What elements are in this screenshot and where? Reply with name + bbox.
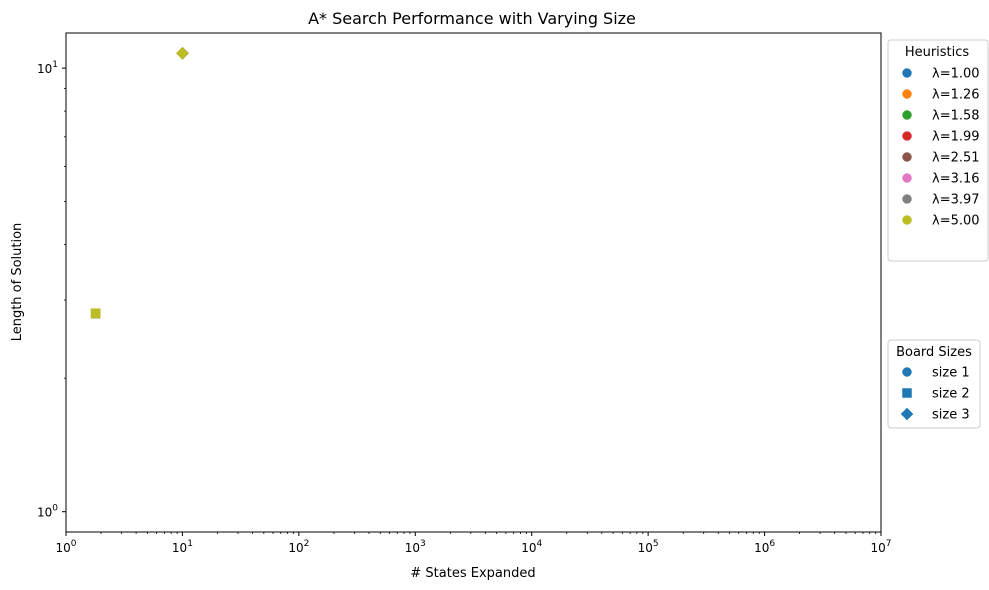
- y-axis: 100 101: [37, 60, 66, 520]
- legend-label: λ=5.00: [932, 214, 980, 229]
- legend-label: λ=1.99: [932, 130, 980, 145]
- legend-sizes: Board Sizes size 1 size 2 size 3: [887, 339, 981, 429]
- y-axis-label: Length of Solution: [10, 223, 25, 342]
- legend-label: λ=1.58: [932, 109, 980, 124]
- legend-label: size 2: [932, 387, 970, 402]
- chart-title: A* Search Performance with Varying Size: [308, 9, 636, 28]
- tick-label: 107: [870, 539, 891, 555]
- legend-label: λ=1.00: [932, 67, 980, 82]
- legend-label: λ=3.97: [932, 193, 980, 208]
- legend-marker: [902, 194, 912, 204]
- legend-heuristics-frame: [887, 39, 989, 262]
- legend-marker: [902, 68, 912, 78]
- tick-label: 102: [288, 539, 309, 555]
- tick-label: 104: [521, 539, 542, 555]
- legend-label: λ=3.16: [932, 172, 980, 187]
- legend-marker: [902, 89, 912, 99]
- legend-sizes-frame: [887, 339, 981, 429]
- legend-marker: [902, 152, 912, 162]
- plot-area: [90, 46, 189, 319]
- data-point: [90, 308, 101, 319]
- legend-marker: [902, 215, 912, 225]
- legend-heuristics-title: Heuristics: [905, 45, 970, 60]
- x-axis-label: # States Expanded: [410, 566, 535, 581]
- legend-label: size 3: [932, 408, 970, 423]
- legend-heuristics: Heuristics λ=1.00 λ=1.26 λ=1.58 λ=1.99 λ=2.5…: [887, 39, 989, 262]
- legend-marker: [902, 131, 912, 141]
- legend-marker: [902, 367, 912, 377]
- tick-label: 101: [172, 539, 193, 555]
- data-point: [176, 46, 189, 60]
- plot-frame: [65, 32, 882, 533]
- legend-marker: [902, 110, 912, 120]
- legend-marker: [902, 173, 912, 183]
- tick-label: 103: [405, 539, 426, 555]
- legend-marker: [902, 388, 912, 398]
- tick-label: 105: [638, 539, 659, 555]
- x-axis: 100 101 102 103 104 105 106 107: [55, 532, 892, 555]
- tick-label: 106: [754, 539, 775, 555]
- legend-label: size 1: [932, 366, 970, 381]
- legend-label: λ=2.51: [932, 151, 980, 166]
- tick-label: 101: [37, 60, 58, 76]
- legend-sizes-title: Board Sizes: [896, 345, 972, 360]
- tick-label: 100: [37, 504, 58, 520]
- legend-marker: [900, 407, 914, 421]
- tick-label: 100: [55, 539, 76, 555]
- legend-label: λ=1.26: [932, 88, 980, 103]
